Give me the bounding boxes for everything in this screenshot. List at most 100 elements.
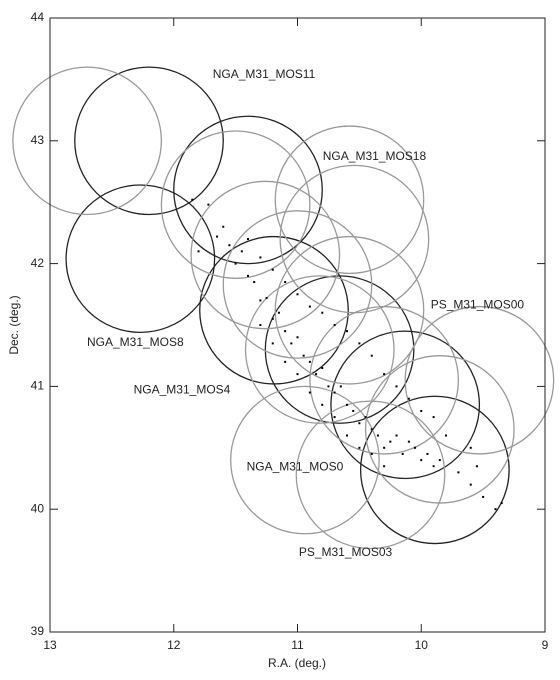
point (383, 373, 386, 376)
point (364, 416, 367, 419)
field-label: NGA_M31_MOS18 (323, 149, 427, 163)
point (321, 366, 324, 369)
field-label: PS_M31_MOS03 (299, 545, 393, 559)
point (259, 299, 262, 302)
plot-frame (49, 17, 546, 633)
field-label: NGA_M31_MOS4 (134, 382, 231, 396)
point (438, 459, 441, 462)
point (234, 262, 237, 265)
point (475, 465, 478, 468)
field-circle (404, 305, 555, 455)
field-circle (359, 395, 510, 545)
field-circle (160, 130, 311, 279)
x-tick-label: 9 (542, 638, 549, 652)
point (284, 360, 287, 363)
point (432, 465, 435, 468)
y-tick-label: 41 (31, 379, 45, 393)
point (482, 495, 485, 498)
point (383, 465, 386, 468)
point (259, 256, 262, 259)
x-tick-label: 11 (291, 638, 304, 652)
point (432, 416, 435, 419)
point (216, 235, 219, 238)
field-circle (279, 164, 430, 314)
field-circle (190, 180, 341, 330)
point (395, 434, 398, 437)
point (426, 452, 429, 455)
point (395, 385, 398, 388)
y-tick-label: 42 (31, 256, 45, 270)
point (247, 238, 249, 241)
point (321, 311, 324, 314)
point (469, 483, 472, 486)
field-label: NGA_M31_MOS11 (213, 67, 316, 81)
field-circle (274, 125, 425, 275)
field-label: NGA_M31_MOS0 (247, 459, 344, 473)
point (420, 409, 423, 412)
point (308, 360, 311, 363)
point (407, 397, 410, 400)
point (207, 203, 210, 206)
point (228, 244, 231, 247)
field-circle (309, 305, 460, 455)
point (370, 354, 373, 357)
point (308, 391, 311, 394)
point (389, 440, 392, 443)
point (308, 305, 311, 308)
field-circle (173, 115, 323, 265)
field-circle (330, 330, 481, 480)
point (271, 342, 274, 345)
point (284, 330, 287, 333)
point (358, 446, 361, 449)
y-tick-label: 40 (31, 501, 45, 515)
x-tick-label: 13 (43, 638, 57, 652)
point (370, 428, 373, 431)
point (271, 268, 274, 271)
field-label: PS_M31_MOS00 (431, 297, 525, 311)
point (358, 342, 361, 345)
y-tick-label: 43 (31, 133, 45, 147)
point (414, 446, 417, 449)
point (277, 311, 280, 314)
point (494, 508, 497, 511)
point (290, 342, 293, 345)
point (352, 409, 355, 412)
point (197, 250, 200, 253)
y-axis-label: Dec. (deg.) (7, 295, 21, 354)
point (296, 373, 299, 376)
point (500, 502, 503, 505)
point (346, 434, 348, 437)
field-label: NGA_M31_MOS8 (87, 335, 184, 349)
point (407, 440, 410, 443)
y-tick-label: 44 (31, 10, 45, 24)
point (469, 446, 472, 449)
point (321, 403, 324, 406)
field-circle (264, 275, 415, 424)
point (339, 385, 342, 388)
point (333, 324, 336, 326)
point (247, 274, 249, 277)
x-tick-label: 10 (415, 638, 429, 652)
point (284, 281, 287, 284)
point (265, 296, 268, 299)
point (315, 373, 318, 376)
point (271, 317, 274, 320)
point (191, 198, 194, 201)
point (333, 391, 336, 394)
point (376, 434, 379, 437)
point (333, 416, 336, 419)
point (370, 452, 373, 455)
point (240, 250, 243, 253)
point (302, 354, 305, 357)
point (358, 422, 361, 425)
field-circle (274, 235, 425, 385)
y-tick-label: 39 (31, 624, 45, 638)
x-tick-label: 12 (167, 638, 181, 652)
point (296, 293, 299, 296)
point (420, 459, 423, 462)
field-circle (222, 210, 373, 359)
point (222, 225, 225, 228)
field-circle (244, 275, 395, 424)
